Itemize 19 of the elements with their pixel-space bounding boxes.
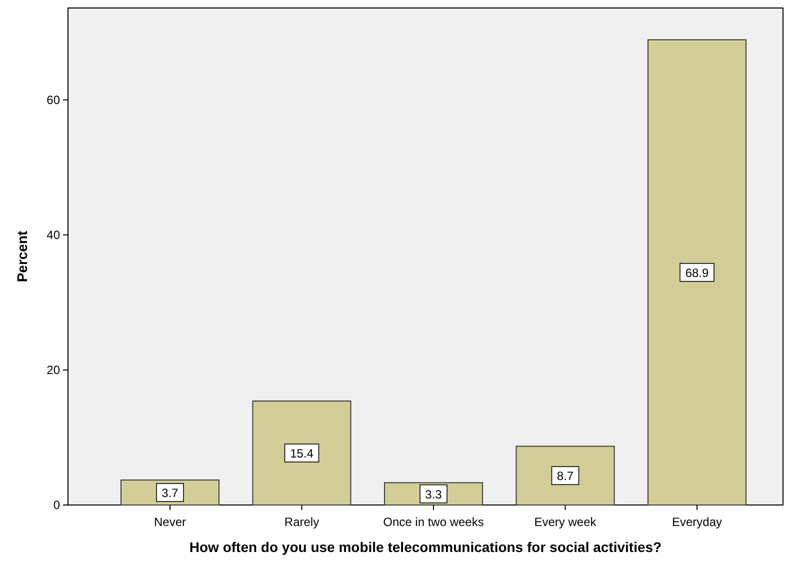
x-tick-label: Never (154, 515, 186, 529)
x-tick-label: Once in two weeks (383, 515, 484, 529)
x-tick-label: Everyday (672, 515, 722, 529)
data-label: 3.3 (425, 487, 442, 502)
data-label: 68.9 (685, 266, 709, 280)
data-label: 3.7 (162, 486, 179, 500)
x-tick-label: Rarely (284, 515, 320, 529)
data-label: 15.4 (290, 446, 314, 461)
y-axis-title: Percent (14, 230, 30, 282)
data-label: 8.7 (556, 469, 574, 484)
bar (516, 446, 615, 506)
y-tick-label: 60 (46, 92, 60, 107)
bar (252, 400, 352, 506)
y-tick-label: 0 (53, 498, 60, 512)
y-tick-label: 40 (46, 228, 60, 242)
x-tick-label: Every week (534, 515, 598, 529)
bar (648, 39, 746, 506)
x-axis-title: How often do you use mobile telecommunications for social activities? (189, 539, 662, 555)
y-tick-label: 20 (46, 362, 60, 377)
